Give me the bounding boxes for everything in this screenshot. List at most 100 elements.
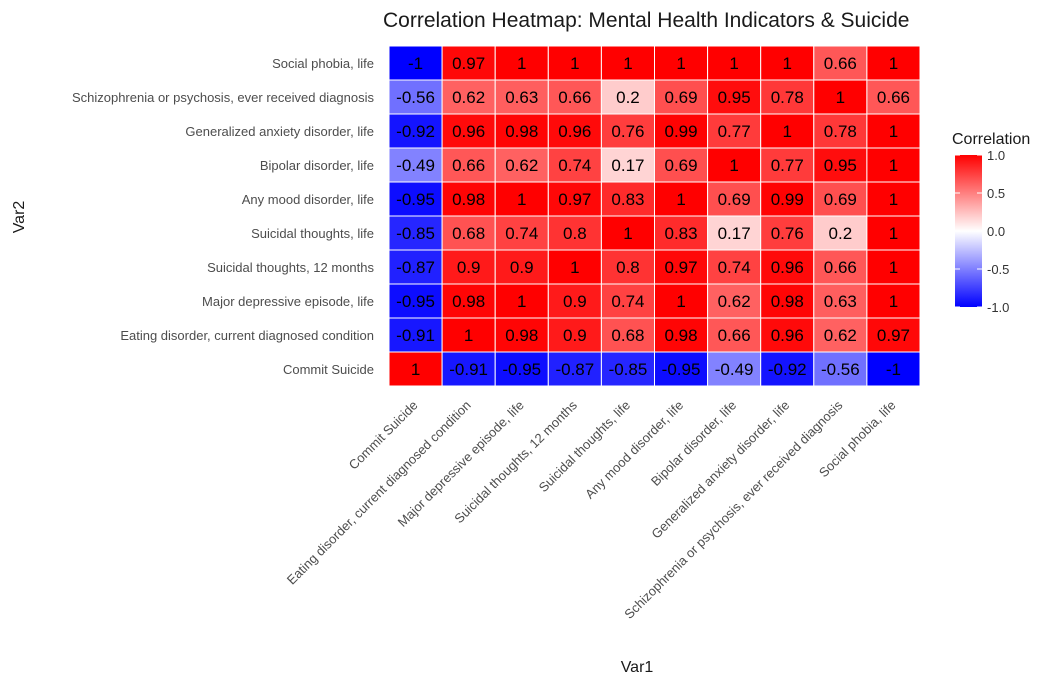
cell-value-label: -0.85 — [609, 360, 648, 379]
heatmap-cell — [866, 351, 921, 387]
cell-value-label: -0.49 — [396, 156, 435, 175]
x-tick-label: Eating disorder, current diagnosed condi… — [284, 398, 474, 588]
cell-value-label: 0.9 — [510, 258, 534, 277]
cell-value-label: 1 — [517, 292, 526, 311]
cell-value-label: -0.87 — [396, 258, 435, 277]
heatmap-cell — [600, 351, 656, 387]
cell-value-label: 0.98 — [505, 122, 538, 141]
legend-title: Correlation — [952, 131, 1030, 148]
cell-value-label: 0.98 — [771, 292, 804, 311]
y-tick-label: Social phobia, life — [272, 56, 374, 71]
heatmap-cell — [866, 79, 921, 115]
x-tick-label: Any mood disorder, life — [582, 398, 686, 502]
legend-tick-label: 1.0 — [987, 148, 1005, 163]
cell-value-label: -1 — [886, 360, 901, 379]
cell-value-label: 0.9 — [457, 258, 481, 277]
heatmap-cell — [813, 317, 868, 353]
legend-tick-label: 0.0 — [987, 224, 1005, 239]
cell-value-label: 0.69 — [718, 190, 751, 209]
y-tick-label: Suicidal thoughts, life — [251, 226, 374, 241]
cell-value-label: 0.74 — [558, 156, 591, 175]
cell-value-label: 1 — [889, 258, 898, 277]
cell-value-label: 0.99 — [665, 122, 698, 141]
y-tick-label: Suicidal thoughts, 12 months — [207, 260, 374, 275]
heatmap-cells — [388, 45, 921, 387]
cell-value-label: 0.96 — [452, 122, 485, 141]
cell-value-label: 0.98 — [505, 326, 538, 345]
heatmap-cell — [388, 113, 443, 149]
cell-value-label: 1 — [889, 224, 898, 243]
cell-value-label: 1 — [676, 54, 685, 73]
cell-value-label: -0.95 — [502, 360, 541, 379]
cell-value-label: 1 — [889, 122, 898, 141]
heatmap-cell — [388, 317, 443, 353]
cell-value-label: -0.95 — [396, 190, 435, 209]
y-axis-title: Var2 — [11, 201, 28, 234]
cell-value-label: 0.83 — [611, 190, 644, 209]
cell-value-label: 0.68 — [452, 224, 485, 243]
y-tick-label: Bipolar disorder, life — [260, 158, 374, 173]
legend-tick-label: -0.5 — [987, 262, 1009, 277]
cell-value-label: 0.96 — [771, 258, 804, 277]
heatmap-cell — [600, 317, 656, 353]
cell-value-label: -0.91 — [449, 360, 488, 379]
heatmap-cell — [547, 215, 602, 251]
heatmap-cell — [441, 45, 496, 81]
cell-value-label: 0.83 — [665, 224, 698, 243]
heatmap-cell — [866, 147, 921, 183]
cell-value-label: -0.92 — [768, 360, 807, 379]
cell-value-label: -0.56 — [396, 88, 435, 107]
heatmap-cell — [441, 317, 496, 353]
y-tick-label: Generalized anxiety disorder, life — [185, 124, 374, 139]
heatmap-cell — [388, 45, 443, 81]
heatmap-cell — [547, 317, 602, 353]
cell-value-label: 1 — [889, 156, 898, 175]
cell-value-label: 1 — [623, 54, 632, 73]
heatmap-cell — [813, 181, 868, 217]
cell-value-label: 1 — [729, 54, 738, 73]
cell-value-label: 0.17 — [718, 224, 751, 243]
cell-value-label: 0.62 — [824, 326, 857, 345]
heatmap-cell — [547, 249, 602, 285]
cell-value-label: -0.95 — [662, 360, 701, 379]
y-tick-label: Major depressive episode, life — [202, 294, 374, 309]
cell-value-label: 0.9 — [563, 326, 587, 345]
cell-value-label: 1 — [729, 156, 738, 175]
cell-value-label: 0.96 — [558, 122, 591, 141]
heatmap-cell — [654, 79, 709, 115]
cell-value-label: 0.97 — [877, 326, 910, 345]
cell-value-label: 0.66 — [824, 258, 857, 277]
heatmap-cell — [760, 317, 815, 353]
heatmap-cell — [866, 317, 921, 353]
cell-value-label: 1 — [623, 224, 632, 243]
cell-value-label: 0.97 — [558, 190, 591, 209]
heatmap-cell — [494, 215, 549, 251]
heatmap-cell — [707, 113, 762, 149]
cell-value-label: 0.97 — [665, 258, 698, 277]
heatmap-cell — [654, 351, 709, 387]
cell-value-label: -1 — [408, 54, 423, 73]
heatmap-cell — [760, 249, 815, 285]
cell-value-label: 0.95 — [824, 156, 857, 175]
heatmap-cell — [813, 215, 868, 251]
cell-value-label: 0.62 — [718, 292, 751, 311]
y-tick-label: Any mood disorder, life — [242, 192, 374, 207]
heatmap-cell — [494, 317, 549, 353]
cell-value-label: 1 — [889, 292, 898, 311]
cell-value-label: 1 — [517, 190, 526, 209]
cell-value-label: -0.85 — [396, 224, 435, 243]
heatmap-cell — [654, 249, 709, 285]
legend-tick-label: 0.5 — [987, 186, 1005, 201]
heatmap-cell — [654, 283, 709, 319]
x-axis-title: Var1 — [621, 659, 654, 676]
heatmap-cell — [760, 79, 815, 115]
legend-tick-label: -1.0 — [987, 300, 1009, 315]
cell-value-label: 0.66 — [824, 54, 857, 73]
heatmap-cell-labels: -1 0.97 1 1 1 1 1 1 0.66 1 -0.56 0.62 0.63 0.66 0.2 0.6… — [396, 54, 910, 379]
cell-value-label: 0.78 — [771, 88, 804, 107]
color-legend: Correlation 1.0 0.5 0.0 -0.5 -1.0 — [952, 131, 1030, 315]
heatmap-cell — [654, 45, 709, 81]
cell-value-label: 1 — [676, 292, 685, 311]
cell-value-label: 0.69 — [665, 156, 698, 175]
heatmap-cell — [441, 181, 496, 217]
